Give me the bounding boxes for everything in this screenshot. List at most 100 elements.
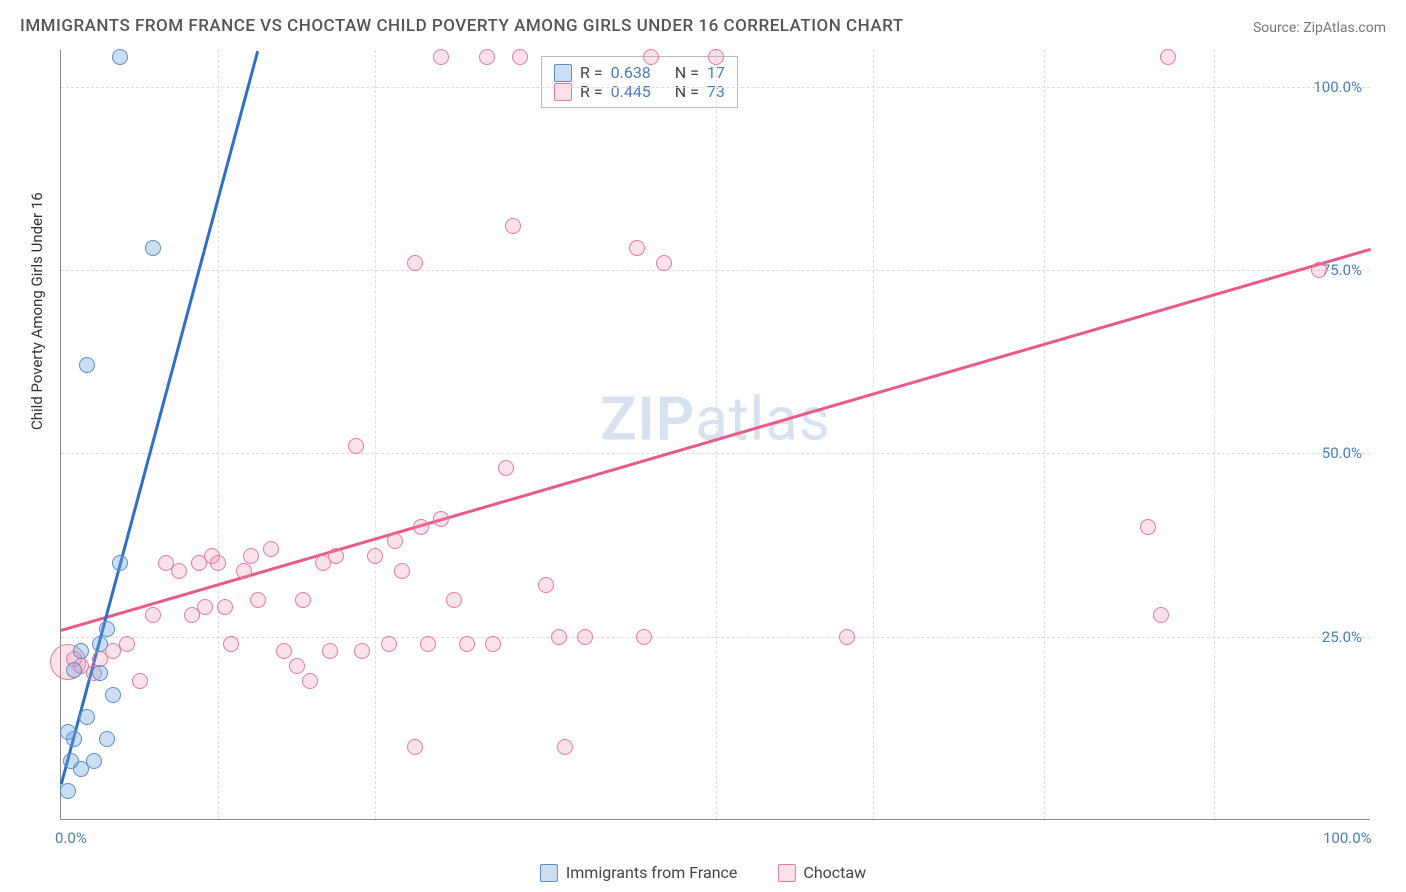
marker-blue — [60, 783, 76, 799]
marker-pink — [708, 49, 724, 65]
marker-pink — [381, 636, 397, 652]
marker-pink — [394, 563, 410, 579]
marker-pink — [636, 629, 652, 645]
source-name: ZipAtlas.com — [1303, 20, 1386, 36]
legend-row-blue: R = 0.638 N = 17 — [554, 63, 725, 82]
marker-pink — [132, 673, 148, 689]
marker-pink — [328, 548, 344, 564]
legend-item-pink: Choctaw — [777, 863, 866, 882]
y-tick-label: 50.0% — [1322, 444, 1362, 462]
marker-pink — [302, 673, 318, 689]
marker-pink — [295, 592, 311, 608]
x-tick-label: 0.0% — [55, 829, 87, 847]
marker-pink — [656, 255, 672, 271]
marker-blue — [63, 753, 79, 769]
marker-pink — [459, 636, 475, 652]
gridline-v — [1044, 50, 1045, 819]
marker-pink — [289, 658, 305, 674]
marker-pink — [367, 548, 383, 564]
legend-swatch-blue — [554, 64, 572, 82]
x-tick-label: 100.0% — [1323, 829, 1372, 847]
y-axis-label: Child Poverty Among Girls Under 16 — [28, 192, 46, 430]
marker-pink — [557, 739, 573, 755]
y-tick-label: 25.0% — [1322, 628, 1362, 646]
marker-pink — [276, 643, 292, 659]
source-label: Source: — [1253, 20, 1303, 36]
marker-blue — [99, 621, 115, 637]
marker-pink — [433, 511, 449, 527]
marker-pink — [479, 49, 495, 65]
marker-pink — [171, 563, 187, 579]
marker-pink — [505, 218, 521, 234]
gridline-v — [218, 50, 219, 819]
marker-pink — [512, 49, 528, 65]
marker-pink — [322, 643, 338, 659]
marker-blue — [92, 665, 108, 681]
marker-blue — [145, 240, 161, 256]
marker-blue — [60, 724, 76, 740]
marker-pink — [236, 563, 252, 579]
gridline-v — [375, 50, 376, 819]
plot-area: ZIPatlas R = 0.638 N = 17 R = 0.445 N = … — [60, 50, 1370, 820]
n-label: N = — [675, 63, 699, 82]
y-tick-label: 100.0% — [1313, 78, 1362, 96]
marker-pink — [197, 599, 213, 615]
marker-pink — [446, 592, 462, 608]
r-value-pink: 0.445 — [611, 82, 651, 101]
marker-pink — [250, 592, 266, 608]
marker-pink — [119, 636, 135, 652]
marker-pink — [243, 548, 259, 564]
r-label: R = — [580, 82, 603, 101]
marker-pink — [407, 739, 423, 755]
marker-pink — [629, 240, 645, 256]
legend-swatch-pink — [777, 864, 795, 882]
marker-pink — [413, 519, 429, 535]
marker-blue — [99, 731, 115, 747]
marker-pink — [223, 636, 239, 652]
marker-pink — [145, 607, 161, 623]
marker-pink — [551, 629, 567, 645]
marker-pink — [1311, 262, 1327, 278]
y-tick-label: 75.0% — [1322, 261, 1362, 279]
marker-pink — [354, 643, 370, 659]
series-legend: Immigrants from France Choctaw — [540, 863, 866, 882]
gridline-v — [716, 50, 717, 819]
chart-title: IMMIGRANTS FROM FRANCE VS CHOCTAW CHILD … — [20, 16, 904, 36]
legend-row-pink: R = 0.445 N = 73 — [554, 82, 725, 101]
marker-blue — [112, 49, 128, 65]
marker-pink — [348, 438, 364, 454]
marker-blue — [105, 687, 121, 703]
r-value-blue: 0.638 — [611, 63, 651, 82]
marker-blue — [66, 662, 82, 678]
marker-pink — [498, 460, 514, 476]
marker-pink — [839, 629, 855, 645]
gridline-v — [873, 50, 874, 819]
marker-pink — [217, 599, 233, 615]
marker-blue — [79, 709, 95, 725]
marker-blue — [86, 753, 102, 769]
marker-pink — [387, 533, 403, 549]
source-attribution: Source: ZipAtlas.com — [1253, 20, 1386, 36]
legend-swatch-blue — [540, 864, 558, 882]
marker-pink — [263, 541, 279, 557]
n-label: N = — [675, 82, 699, 101]
watermark-zip: ZIP — [600, 384, 695, 455]
marker-pink — [643, 49, 659, 65]
marker-pink — [1153, 607, 1169, 623]
marker-blue — [92, 636, 108, 652]
marker-pink — [1160, 49, 1176, 65]
legend-label-pink: Choctaw — [803, 863, 866, 882]
legend-label-blue: Immigrants from France — [566, 863, 738, 882]
r-label: R = — [580, 63, 603, 82]
marker-pink — [210, 555, 226, 571]
marker-pink — [420, 636, 436, 652]
marker-pink — [407, 255, 423, 271]
marker-pink — [1140, 519, 1156, 535]
marker-pink — [433, 49, 449, 65]
legend-item-blue: Immigrants from France — [540, 863, 738, 882]
marker-pink — [485, 636, 501, 652]
correlation-legend: R = 0.638 N = 17 R = 0.445 N = 73 — [541, 56, 738, 108]
marker-pink — [577, 629, 593, 645]
marker-blue — [73, 643, 89, 659]
gridline-v — [1214, 50, 1215, 819]
